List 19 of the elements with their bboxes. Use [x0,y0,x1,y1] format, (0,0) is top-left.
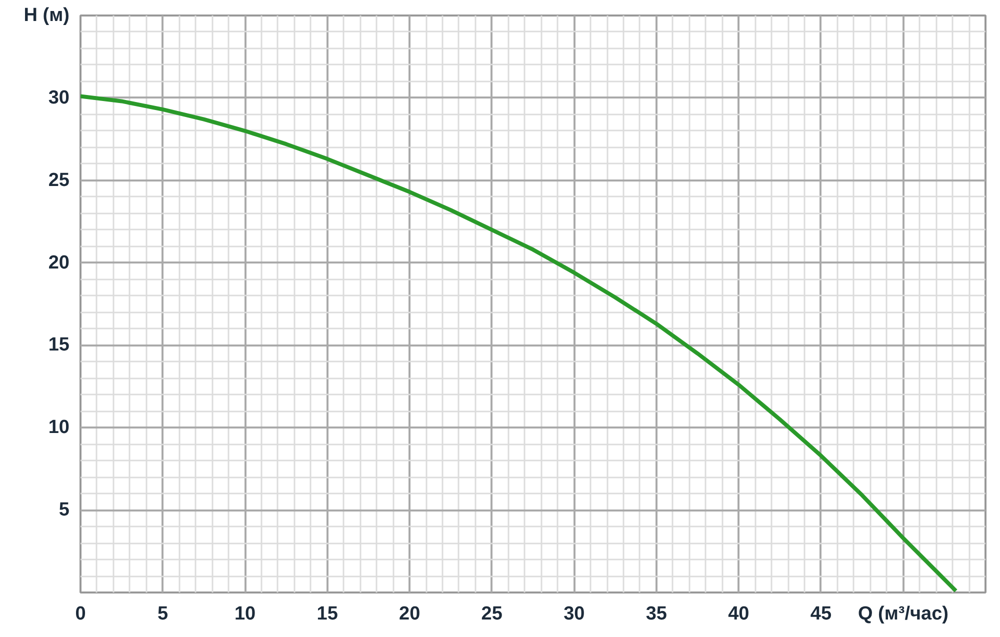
y-axis-title: H (м) [24,5,70,26]
y-tick-label: 20 [48,252,70,274]
x-tick-label: 20 [399,604,420,624]
x-tick-label: 25 [481,604,503,624]
x-axis-title: Q (м³/час) [858,604,949,624]
x-tick-label: 5 [157,604,168,624]
y-tick-label: 10 [48,417,70,438]
y-tick-label: 15 [48,334,70,356]
x-tick-label: 35 [646,604,668,624]
x-tick-label: 10 [234,604,256,624]
x-tick-label: 15 [316,604,338,624]
line-series [80,94,958,592]
x-tick-label: 30 [564,604,585,624]
x-tick-label: 45 [810,604,832,624]
y-tick-label: 5 [58,500,70,521]
y-tick-label: 25 [48,170,70,191]
y-tick-label: 30 [48,87,70,108]
x-tick-label: 0 [75,604,86,624]
x-tick-label: 40 [728,604,750,624]
